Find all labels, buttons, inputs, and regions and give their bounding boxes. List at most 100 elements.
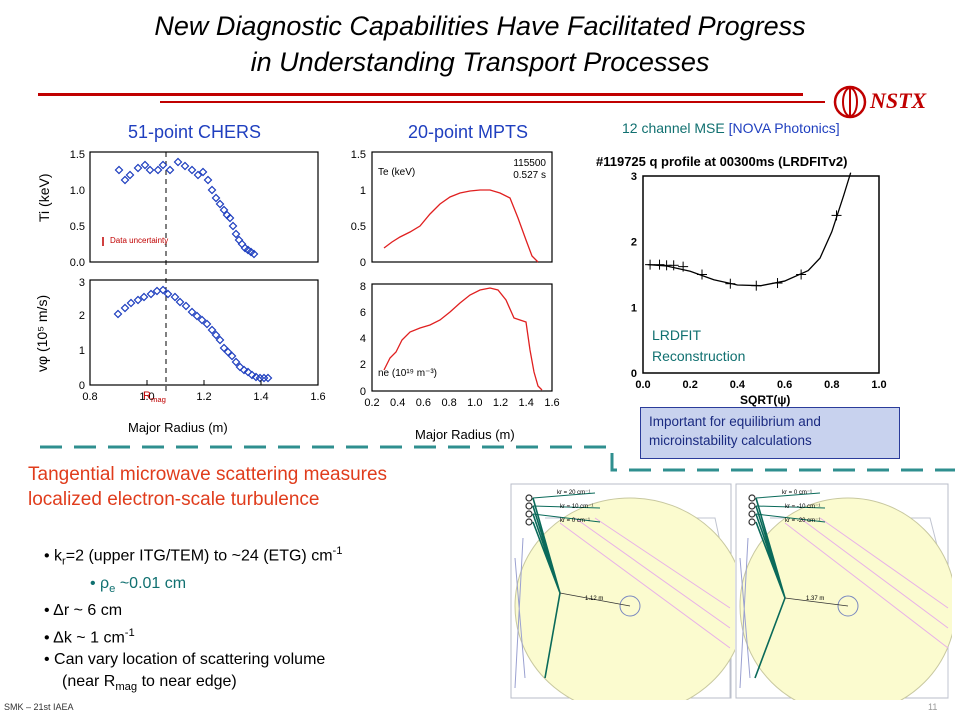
cher-vphi-point-7 [158,285,168,295]
cher-rmag-label: Rmag [143,390,166,404]
cher-vphi-point-11 [181,301,191,311]
cher-xtick-2: 1.2 [196,391,211,403]
cher-vphi-point-9 [170,292,180,302]
bullet-rmag: (near Rmag to near edge) [44,671,342,698]
cher-ti-point-17 [215,199,225,209]
cher-vphi-point-17 [211,330,221,340]
cher-vphi-point-18 [215,335,225,345]
cher-ti-point-4 [140,160,150,170]
bullet-dr: • Δr ~ 6 cm [44,601,123,619]
mpts-xlabel: Major Radius (m) [415,427,515,442]
mpts-shot-info: 115500 0.527 s [486,158,546,182]
cher-top-frame [89,151,319,263]
cher-ti-point-20 [225,213,235,223]
cher-ti-point-2 [125,170,135,180]
mse-ytick-2: 2 [631,237,637,249]
bullet-rmag-sub: mag [115,681,138,694]
title-rule-lower [160,101,825,103]
cher-ti-point-15 [207,185,217,195]
mpts-heading: 20-point MPTS [408,122,529,142]
mpts-xtick-4: 1.0 [467,397,482,409]
cher-bottom-ytick-3: 3 [79,277,85,289]
kr-label-right-1: kr = 0 cm⁻¹ [782,490,812,496]
mse-ytick-3: 3 [631,171,637,183]
cher-xtick-0: 0.8 [82,391,97,403]
cher-ti-point-23 [234,235,244,245]
mse-xtick-0: 0.0 [635,379,650,391]
kr-label-left-1: kr = 20 cm⁻¹ [557,490,590,496]
cher-ti-point-1 [120,175,130,185]
cher-vphi-point-29 [259,373,269,383]
cher-vphi-point-28 [255,373,265,383]
bullet-kr-text: =2 (upper ITG/TEM) to ~24 (ETG) cm [65,547,333,565]
mse-heading-bracket: [NOVA Photonics] [728,120,840,136]
mpts-bottom-ytick-2: 4 [360,333,366,345]
cher-ti-point-27 [246,247,256,257]
cher-vphi-point-12 [187,307,197,317]
cher-ti-point-28 [249,249,259,259]
bullet-rmag-post: to near edge) [137,673,237,691]
mse-ytick-0: 0 [631,368,637,380]
mpts-time: 0.527 s [513,170,546,181]
cher-ti-point-6 [153,165,163,175]
mpts-xtick-3: 0.8 [441,397,456,409]
mpts-xtick-5: 1.2 [493,397,508,409]
page-number: 11 [928,702,938,712]
cher-vphi-point-0 [113,309,123,319]
cher-vphi-point-21 [227,351,237,361]
scattering-title-2: localized electron-scale turbulence [28,489,320,510]
cher-vphi-point-25 [243,367,253,377]
cher-vphi-point-23 [235,362,245,372]
cher-ti-point-5 [145,165,155,175]
cher-vphi-point-30 [263,373,273,383]
cher-vphi-point-14 [197,315,207,325]
kr-label-left-3: kr = 0 cm⁻¹ [560,518,590,524]
bullet-rho-sub: e [109,582,116,595]
bullet-rho-sym: ρ [100,574,110,592]
bullet-kr-sup: -1 [332,545,343,557]
cher-vphi-point-5 [146,289,156,299]
cher-ti-point-10 [180,161,190,171]
cher-vphi-point-19 [219,343,229,353]
mpts-xtick-7: 1.6 [544,397,559,409]
mse-heading: 12 channel MSE [NOVA Photonics] [622,120,840,136]
mse-xtick-3: 0.6 [777,379,792,391]
title-line-1: New Diagnostic Capabilities Have Facilit… [154,11,806,41]
cher-top-ytick-1: 0.5 [70,221,85,233]
launcher-horns-right [748,494,756,526]
cher-rmag-sub: mag [150,395,166,405]
mse-q-curve [647,172,852,287]
important-note-box: Important for equilibrium and microinsta… [640,407,900,459]
cher-vphi-point-4 [139,292,149,302]
mpts-te-curve [383,189,539,263]
kr-label-left-2: kr = 10 cm⁻¹ [560,504,593,510]
bullet-kr-sub: r [62,555,66,568]
bullet-dk-sup: -1 [124,626,135,639]
scattering-title: Tangential microwave scattering measures… [28,462,387,512]
cher-ti-point-11 [187,165,197,175]
bullet-vary: • Can vary location of scattering volume [44,651,326,669]
cher-ti-point-0 [114,165,124,175]
cher-bottom-frame [89,279,319,386]
dist-label-right: 1.37 m [806,596,824,602]
cher-vphi-point-3 [133,295,143,305]
cher-ti-point-14 [203,175,213,185]
bullet-dk: • Δk ~ 1 cm-1 [44,626,135,647]
scattering-title-1: Tangential microwave scattering measures [28,464,388,485]
cher-vphi-point-2 [126,298,136,308]
cher-ti-point-3 [133,163,143,173]
mse-xtick-2: 0.4 [730,379,746,391]
mpts-bottom-ytick-0: 0 [360,386,366,398]
cher-ti-point-26 [243,245,253,255]
cher-vphi-point-1 [120,303,130,313]
mpts-bottom-ytick-1: 2 [360,359,366,371]
cher-ti-point-12 [193,170,203,180]
scattering-bullets: • kr=2 (upper ITG/TEM) to ~24 (ETG) cm-1… [44,540,342,698]
cher-ti-point-21 [228,221,238,231]
cher-vphi-point-10 [175,297,185,307]
mpts-te-label: Te (keV) [378,167,416,178]
cher-ti-point-16 [211,193,221,203]
cher-vphi-point-13 [192,311,202,321]
kr-label-right-3: kr = -20 cm⁻¹ [785,518,820,524]
